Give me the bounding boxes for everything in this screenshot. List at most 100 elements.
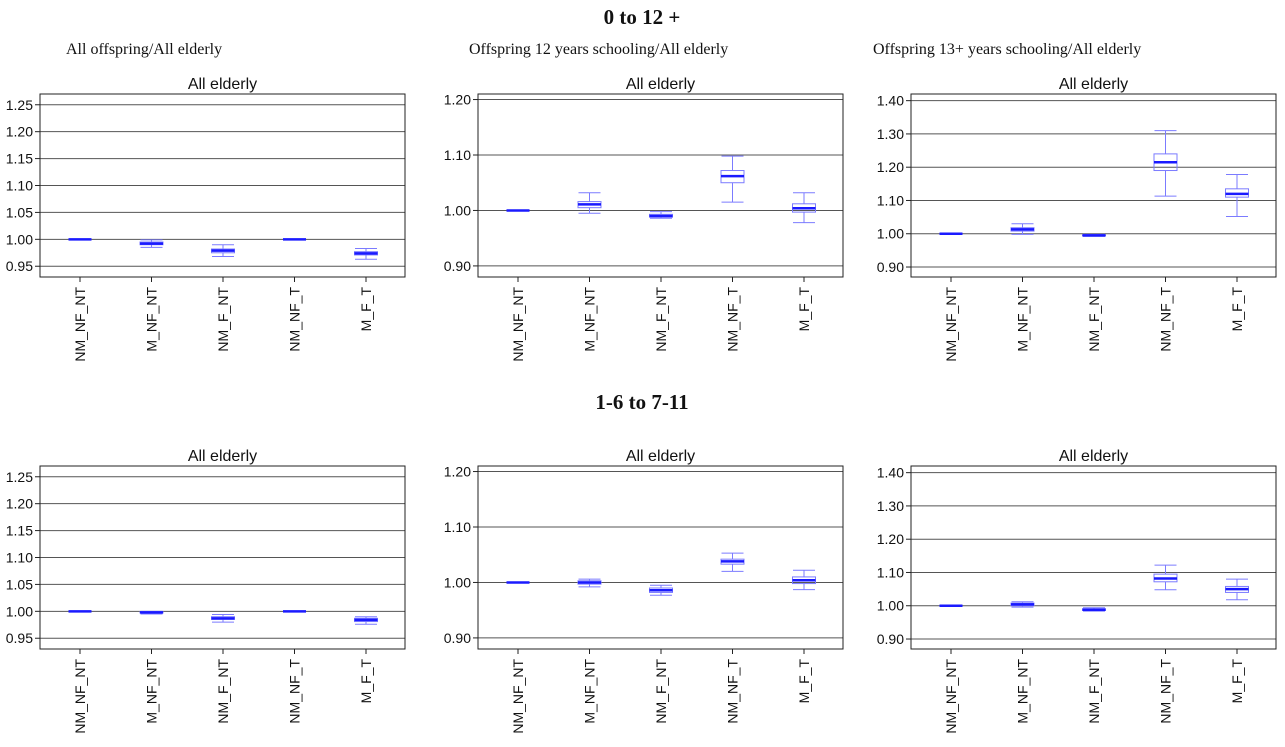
y-tick-label: 1.05 [6, 576, 33, 592]
column-title-0: All offspring/All elderly [66, 41, 222, 58]
column-title-2: Offspring 13+ years schooling/All elderl… [873, 41, 1141, 58]
y-tick-label: 0.90 [877, 631, 904, 647]
box-4: M_F_T [354, 616, 378, 704]
box-3: NM_NF_T [283, 238, 306, 352]
x-tick-label: M_F_T [796, 659, 812, 704]
y-tick-label: 1.00 [444, 202, 471, 218]
x-tick-label: NM_F_NT [1086, 287, 1102, 352]
y-tick-label: 0.90 [877, 259, 904, 275]
y-tick-label: 1.20 [6, 124, 33, 140]
chart-title: All elderly [188, 76, 257, 93]
y-tick-label: 0.95 [6, 258, 33, 274]
y-tick-label: 1.00 [877, 598, 904, 614]
box-3: NM_NF_T [720, 552, 745, 724]
panels: All elderly 0.95 1.00 1.05 1.10 1.15 1.20 1.25 N… [6, 76, 1277, 734]
x-tick-label: NM_F_NT [653, 287, 669, 352]
y-tick-label: 1.00 [444, 574, 471, 590]
box-1: M_NF_NT [1010, 601, 1035, 724]
box-3: NM_NF_T [283, 610, 306, 724]
y-tick-label: 1.40 [877, 93, 904, 109]
x-tick-label: NM_F_NT [215, 659, 231, 724]
chart-panel-1: All elderly 0.90 1.00 1.10 1.20 NM_NF_NT M_NF_… [444, 76, 844, 362]
box-3: NM_NF_T [1153, 564, 1178, 724]
box-1: M_NF_NT [139, 239, 164, 352]
y-tick-label: 1.25 [6, 97, 33, 113]
box-2: NM_F_NT [1082, 607, 1106, 724]
y-tick-label: 1.40 [877, 465, 904, 481]
row-title-0: 0 to 12 + [604, 5, 681, 29]
x-tick-label: M_F_T [1229, 659, 1245, 704]
y-tick-label: 1.05 [6, 204, 33, 220]
x-tick-label: NM_NF_T [287, 659, 303, 724]
x-tick-label: NM_NF_T [287, 287, 303, 352]
chart-title: All elderly [1059, 448, 1128, 465]
y-tick-label: 1.25 [6, 469, 33, 485]
x-tick-label: M_NF_NT [1015, 287, 1031, 352]
x-tick-label: NM_NF_T [725, 287, 741, 352]
chart-title: All elderly [626, 76, 695, 93]
plot-frame [910, 465, 1277, 650]
x-tick-label: NM_NF_NT [510, 659, 526, 734]
y-tick-label: 1.30 [877, 126, 904, 142]
y-tick-label: 1.20 [6, 496, 33, 512]
x-tick-label: M_NF_NT [1015, 659, 1031, 724]
x-tick-label: M_F_T [1229, 287, 1245, 332]
y-tick-label: 1.20 [444, 464, 471, 480]
box-1: M_NF_NT [139, 610, 164, 724]
box-0: NM_NF_NT [68, 610, 92, 734]
chart-title: All elderly [188, 448, 257, 465]
box-4: M_F_T [792, 569, 816, 704]
box-1: M_NF_NT [577, 578, 602, 724]
y-tick-label: 1.20 [444, 92, 471, 108]
x-tick-label: M_NF_NT [144, 287, 160, 352]
box-0: NM_NF_NT [68, 238, 92, 362]
y-tick-label: 1.10 [6, 550, 33, 566]
box-2: NM_F_NT [649, 211, 673, 352]
y-tick-label: 1.20 [877, 531, 904, 547]
box-4: M_F_T [354, 247, 378, 331]
x-tick-label: NM_F_NT [653, 659, 669, 724]
x-tick-label: NM_NF_NT [72, 287, 88, 362]
y-tick-label: 1.20 [877, 159, 904, 175]
box-0: NM_NF_NT [939, 232, 963, 362]
y-tick-label: 1.30 [877, 498, 904, 514]
plot-frame [477, 93, 844, 278]
row-title-1: 1-6 to 7-11 [595, 390, 688, 414]
y-tick-label: 1.10 [444, 147, 471, 163]
chart-panel-5: All elderly 0.90 1.00 1.10 1.20 1.30 1.40 NM_NF… [877, 448, 1277, 734]
box-3: NM_NF_T [720, 155, 745, 352]
column-title-1: Offspring 12 years schooling/All elderly [469, 41, 728, 58]
y-tick-label: 1.00 [877, 226, 904, 242]
box-0: NM_NF_NT [506, 581, 530, 734]
y-tick-label: 1.10 [877, 192, 904, 208]
box-1: M_NF_NT [577, 192, 602, 352]
x-tick-label: NM_NF_NT [943, 659, 959, 734]
x-tick-label: NM_NF_T [1158, 659, 1174, 724]
chart-panel-0: All elderly 0.95 1.00 1.05 1.10 1.15 1.20 1.25 N… [6, 76, 406, 362]
chart-panel-3: All elderly 0.95 1.00 1.05 1.10 1.15 1.20 1.25 N… [6, 448, 406, 734]
y-tick-label: 0.90 [444, 630, 471, 646]
x-tick-label: NM_NF_NT [943, 287, 959, 362]
chart-title: All elderly [626, 448, 695, 465]
plot-frame [910, 93, 1277, 278]
y-tick-label: 1.15 [6, 523, 33, 539]
chart-panel-4: All elderly 0.90 1.00 1.10 1.20 NM_NF_NT M_NF_… [444, 448, 844, 734]
box-4: M_F_T [1225, 174, 1249, 332]
x-tick-label: NM_NF_NT [72, 659, 88, 734]
x-tick-label: M_F_T [796, 287, 812, 332]
box-1: M_NF_NT [1010, 223, 1035, 352]
box-0: NM_NF_NT [939, 604, 963, 734]
y-tick-label: 1.10 [6, 178, 33, 194]
x-tick-label: M_F_T [358, 659, 374, 704]
x-tick-label: M_NF_NT [582, 287, 598, 352]
x-tick-label: NM_F_NT [215, 287, 231, 352]
box-2: NM_F_NT [1082, 233, 1106, 352]
x-tick-label: NM_NF_T [725, 659, 741, 724]
y-tick-label: 1.00 [6, 603, 33, 619]
box-3: NM_NF_T [1153, 130, 1178, 352]
y-tick-label: 1.00 [6, 231, 33, 247]
plot-frame [477, 465, 844, 650]
box-0: NM_NF_NT [506, 209, 530, 362]
x-tick-label: M_NF_NT [582, 659, 598, 724]
